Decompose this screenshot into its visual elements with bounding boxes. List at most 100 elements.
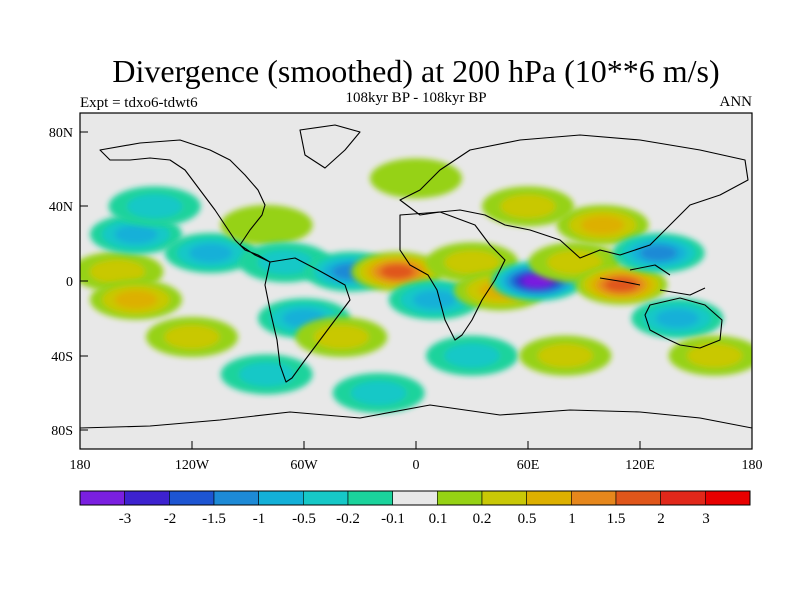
- colorbar-swatch: [303, 490, 349, 506]
- colorbar-swatch: [615, 490, 661, 506]
- x-tick-label: 60W: [290, 458, 318, 473]
- divergence-contour: [444, 343, 500, 368]
- colorbar-swatch: [571, 490, 617, 506]
- coastline-indonesia: [599, 264, 706, 296]
- divergence-blob: [631, 298, 724, 339]
- y-axis: 80N 40N 0 40S 80S: [49, 126, 88, 439]
- divergence-contour: [127, 194, 183, 219]
- divergence-contour: [239, 362, 295, 387]
- divergence-contour: [547, 250, 603, 275]
- divergence-blob: [220, 354, 313, 395]
- y-tick-label: 40S: [51, 350, 73, 365]
- coastlines: [80, 124, 752, 429]
- divergence-contour: [114, 290, 158, 309]
- colorbar-swatch: [79, 490, 125, 506]
- colorbar-label: -1: [253, 511, 266, 527]
- colorbar-swatch: [481, 490, 527, 506]
- divergence-contour: [370, 158, 462, 199]
- colorbar: [79, 490, 751, 506]
- divergence-contour: [687, 343, 743, 368]
- divergence-blob: [482, 186, 574, 227]
- colorbar-frame: [79, 490, 751, 506]
- colorbar-swatch: [705, 490, 751, 506]
- colorbar-labels: -3 -2 -1.5 -1 -0.5 -0.2 -0.1 0.1 0.2 0.5…: [119, 511, 710, 527]
- coastline-antarctica: [80, 404, 752, 429]
- colorbar-label: -1.5: [202, 511, 226, 527]
- divergence-contour: [351, 381, 407, 405]
- x-axis: 180 120W 60W 0 60E 120E 180: [70, 441, 763, 473]
- chart-left-label: Expt = tdxo6-tdwt6: [80, 95, 198, 111]
- coastline-europe-asia: [399, 134, 749, 259]
- colorbar-swatch: [169, 490, 215, 506]
- divergence-contour: [537, 343, 593, 368]
- colorbar-label: 1.5: [607, 511, 626, 527]
- divergence-blob: [612, 233, 705, 273]
- x-tick-label: 180: [70, 458, 91, 473]
- colorbar-label: 0.5: [518, 511, 537, 527]
- chart-title: Divergence (smoothed) at 200 hPa (10**6 …: [112, 53, 719, 89]
- coastline-greenland: [299, 124, 361, 169]
- divergence-contour: [164, 325, 220, 349]
- coastline-africa: [399, 211, 506, 341]
- divergence-contour: [114, 225, 158, 244]
- x-tick-label: 120E: [625, 458, 655, 473]
- colorbar-swatch: [347, 490, 393, 506]
- chart-right-label: ANN: [720, 94, 753, 110]
- y-tick-label: 0: [66, 275, 73, 290]
- divergence-blob: [295, 317, 388, 357]
- colorbar-swatch: [124, 490, 170, 506]
- colorbar-label: -0.2: [336, 511, 360, 527]
- divergence-blob: [556, 205, 649, 245]
- y-tick-label: 80S: [51, 424, 73, 439]
- colorbar-label: 2: [657, 511, 665, 527]
- coastline-australia: [644, 297, 723, 349]
- x-tick-label: 60E: [517, 458, 540, 473]
- colorbar-label: -3: [119, 511, 132, 527]
- colorbar-label: -0.5: [292, 511, 316, 527]
- divergence-field: [80, 158, 752, 413]
- divergence-contour: [413, 290, 457, 309]
- x-tick-label: 120W: [175, 458, 210, 473]
- divergence-contour: [313, 325, 369, 349]
- y-tick-label: 40N: [49, 200, 73, 215]
- chart-subtitle: 108kyr BP - 108kyr BP: [345, 90, 486, 106]
- divergence-contour: [380, 264, 414, 279]
- divergence-blob: [668, 335, 752, 376]
- divergence-contour: [655, 309, 699, 328]
- divergence-blob: [426, 335, 518, 376]
- divergence-contour: [220, 205, 313, 245]
- colorbar-swatch: [213, 490, 259, 506]
- divergence-contour: [581, 215, 625, 235]
- divergence-contour: [500, 194, 556, 219]
- divergence-contour: [189, 243, 233, 263]
- divergence-blob: [220, 205, 313, 245]
- divergence-contour: [522, 274, 552, 288]
- divergence-contour: [640, 245, 678, 261]
- colorbar-label: 0.1: [429, 511, 448, 527]
- colorbar-label: -2: [164, 511, 177, 527]
- coastline-south-america: [264, 257, 351, 383]
- x-tick-label: 180: [742, 458, 763, 473]
- divergence-blob: [519, 335, 612, 376]
- divergence-contour: [444, 250, 500, 275]
- colorbar-label: 1: [568, 511, 576, 527]
- colorbar-swatch: [526, 490, 572, 506]
- divergence-contour: [257, 250, 313, 275]
- colorbar-swatch: [660, 490, 706, 506]
- colorbar-label: -0.1: [381, 511, 405, 527]
- divergence-blob: [146, 317, 238, 357]
- y-tick-label: 80N: [49, 126, 73, 141]
- divergence-blob: [332, 373, 425, 413]
- divergence-blob: [575, 264, 668, 305]
- divergence-contour: [604, 277, 638, 292]
- colorbar-swatch: [258, 490, 304, 506]
- divergence-blob: [370, 158, 462, 199]
- x-tick-label: 0: [413, 458, 420, 473]
- divergence-blob: [90, 279, 182, 320]
- divergence-blob: [164, 233, 257, 273]
- colorbar-label: 3: [702, 511, 710, 527]
- divergence-blob: [108, 186, 201, 227]
- colorbar-swatch: [392, 490, 438, 506]
- divergence-blob: [90, 214, 182, 255]
